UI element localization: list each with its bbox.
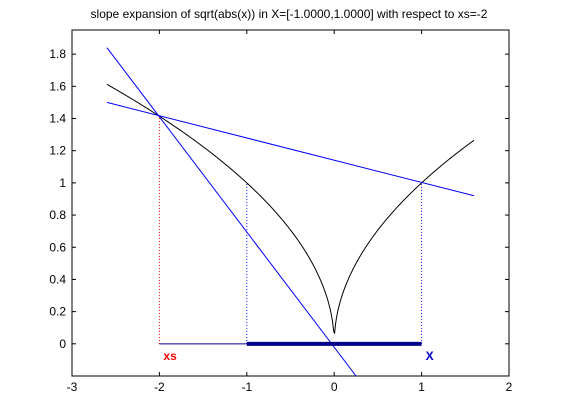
plot-lines-group [106,47,475,376]
y-tick-label: 1 [59,176,66,190]
y-tick-label: 1.8 [49,47,66,61]
y-tick-label: 1.6 [49,79,66,93]
function-curve [106,83,475,334]
xs-annotation: xs [163,349,177,363]
plot-area [71,29,510,377]
slope-line [106,47,357,376]
y-tick-label: 1.2 [49,144,66,158]
x-tick-label: 0 [331,380,338,394]
interval-annotation: X [426,349,434,363]
x-tick-label: 2 [506,380,513,394]
y-tick-label: 0.8 [49,208,66,222]
x-tick-label: -2 [154,380,165,394]
y-tick-label: 1.4 [49,112,66,126]
y-tick-label: 0.2 [49,305,66,319]
y-tick-label: 0 [59,337,66,351]
x-tick-label: 1 [418,380,425,394]
slope-line [106,101,475,197]
x-tick-label: -1 [241,380,252,394]
x-tick-label: -3 [67,380,78,394]
chart-title: slope expansion of sqrt(abs(x)) in X=[-1… [91,7,488,21]
y-tick-label: 0.6 [49,240,66,254]
y-tick-label: 0.4 [49,272,66,286]
